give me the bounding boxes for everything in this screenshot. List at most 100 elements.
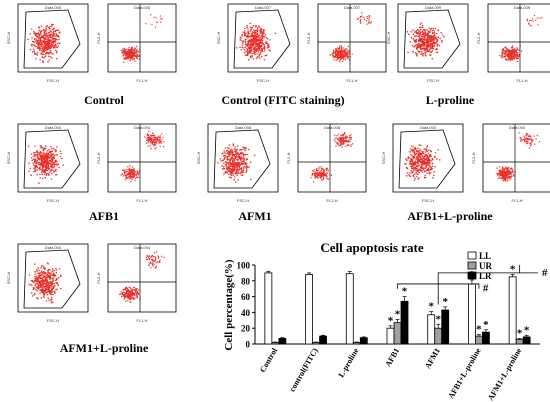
fl-plot-5-tag: Data.003: [509, 125, 526, 130]
fsc-plot-2-ylabel: SSC-H: [386, 32, 391, 45]
y-tick-label-80: 80: [241, 276, 251, 286]
panel-0: Data.005 FSC-H SSC-H Data.005 FL1-H FL2-H Cont…: [6, 3, 177, 107]
fsc-plot-3-ylabel: SSC-H: [6, 152, 11, 165]
fl-plot-0-frame: [107, 3, 177, 73]
bar-LL-5: [468, 283, 476, 345]
fl-plot-4: Data.008 FL1-H FL2-H: [286, 123, 367, 203]
bar-UR-3: [393, 322, 402, 345]
fl-dots-4: [310, 132, 354, 183]
fsc-plot-6-tag: Data.004: [45, 245, 62, 250]
fl-dots-5: [496, 132, 540, 182]
bar-LR-2: [359, 337, 368, 345]
fl-plot-1: Data.007 FL1-H FL2-H: [306, 3, 387, 83]
fl-plot-5-ylabel: FL2-H: [471, 152, 476, 163]
bar-UR-1: [312, 342, 320, 345]
gate-1: [233, 9, 291, 69]
bar-UR-6: [515, 338, 524, 345]
fsc-dots-1: [235, 22, 276, 61]
x-tick-label-3: AFB1: [383, 347, 401, 369]
y-tick-label-40: 40: [241, 308, 251, 318]
bar-UR-0: [271, 342, 280, 345]
fsc-plot-0: Data.005 FSC-H SSC-H: [6, 3, 89, 83]
fl-plot-3-frame: [107, 123, 177, 193]
gate-4: [213, 129, 271, 189]
fsc-plot-5: Data.003 FSC-H SSC-H: [381, 123, 464, 203]
fl-plot-5-frame: [482, 123, 550, 193]
bar-UR-2: [352, 342, 361, 345]
star-LL-4: *: [428, 301, 434, 313]
legend-label-UR: UR: [479, 261, 492, 271]
fsc-plot-4-xlabel: FSC-H: [237, 198, 249, 203]
fl-plot-2-frame: [487, 3, 550, 73]
fl-plot-0: Data.005 FL1-H FL2-H: [96, 3, 177, 83]
fl-plot-2-xlabel: FL1-H: [516, 78, 527, 83]
fsc-plot-0-ylabel: SSC-H: [6, 32, 11, 45]
panel-label-2: L-proline: [426, 93, 475, 107]
chart-title: Cell apoptosis rate: [320, 240, 424, 255]
bar-LL-2: [345, 273, 354, 345]
panel-label-4: AFM1: [238, 209, 271, 223]
legend-swatch-LL: [467, 251, 477, 260]
fsc-plot-6-frame: [17, 243, 89, 313]
star-LR-3: *: [402, 286, 408, 298]
fl-plot-4-ylabel: FL2-H: [286, 152, 291, 163]
x-tick-label-5: AFB1+L-proline: [446, 346, 482, 400]
apoptosis-bar-chart: Cell apoptosis rate Cell percentage(%) 0 20…: [223, 240, 548, 402]
fl-plot-6: Data.004 FL1-H FL2-H: [96, 243, 177, 323]
bar-LR-3: [400, 300, 409, 345]
fsc-dots-6: [28, 262, 62, 304]
fsc-dots-0: [27, 23, 61, 63]
fl-plot-0-xlabel: FL1-H: [136, 78, 147, 83]
x-tick-label-1: control(FITC): [288, 346, 320, 393]
fl-plot-2-tag: Data.009: [514, 5, 531, 10]
panel-3: Data.004 FSC-H SSC-H Data.004 FL1-H FL2-H AFB1: [6, 123, 177, 223]
bar-UR-4: [434, 327, 443, 345]
panel-label-3: AFB1: [89, 209, 119, 223]
star-LR-4: *: [442, 296, 448, 308]
y-tick-label-60: 60: [241, 292, 251, 302]
legend-swatch-LR: [467, 271, 477, 280]
fsc-plot-1-xlabel: FSC-H: [257, 78, 269, 83]
panel-label-0: Control: [84, 93, 124, 107]
fl-plot-6-xlabel: FL1-H: [136, 318, 147, 323]
bar-LL-0: [264, 272, 273, 345]
panel-label-5: AFB1+L-proline: [407, 209, 493, 223]
fl-dots-6: [119, 251, 165, 303]
fl-plot-3-xlabel: FL1-H: [136, 198, 147, 203]
fl-plot-4-frame: [297, 123, 367, 193]
bar-LL-4: [427, 314, 436, 345]
star-LL-3: *: [388, 315, 394, 327]
fl-plot-3-ylabel: FL2-H: [96, 152, 101, 163]
panel-2: Data.009 FSC-H SSC-H Data.009 FL1-H FL2-H L-pr…: [386, 3, 550, 107]
fsc-plot-3-xlabel: FSC-H: [47, 198, 59, 203]
x-tick-label-4: AFM1: [423, 347, 442, 371]
hash-afm1: #: [542, 267, 548, 279]
y-tick-label-20: 20: [241, 324, 251, 334]
fsc-plot-4-tag: Data.008: [235, 125, 252, 130]
fsc-plot-0-xlabel: FSC-H: [47, 78, 59, 83]
star-LL-6: *: [510, 263, 516, 275]
fsc-plot-6-ylabel: SSC-H: [6, 272, 11, 285]
fl-plot-1-xlabel: FL1-H: [346, 78, 357, 83]
fsc-dots-5: [404, 144, 441, 181]
star-LR-6: *: [524, 324, 530, 336]
fsc-plot-4-ylabel: SSC-H: [196, 152, 201, 165]
bar-UR-5: [475, 335, 483, 345]
fsc-plot-1-tag: Data.007: [255, 5, 272, 10]
fl-plot-3-tag: Data.004: [134, 125, 151, 130]
fsc-plot-3-tag: Data.004: [45, 125, 62, 130]
bar-LL-1: [305, 274, 313, 345]
bar-LL-3: [386, 327, 395, 345]
fl-dots-2: [499, 14, 543, 63]
gate-3: [23, 129, 81, 189]
fsc-plot-0-tag: Data.005: [45, 5, 62, 10]
bar-LR-5: [482, 331, 490, 345]
x-tick-label-0: Control: [258, 346, 279, 374]
x-tick-label-6: AFM1+L-proline: [486, 346, 524, 402]
legend-swatch-UR: [467, 261, 477, 270]
fl-dots-1: [329, 12, 372, 62]
fsc-plot-1: Data.007 FSC-H SSC-H: [216, 3, 299, 83]
panel-1: Data.007 FSC-H SSC-H Data.007 FL1-H FL2-H Cont…: [216, 3, 387, 107]
fl-plot-2: Data.009 FL1-H FL2-H: [476, 3, 550, 83]
fl-plot-6-frame: [107, 243, 177, 313]
